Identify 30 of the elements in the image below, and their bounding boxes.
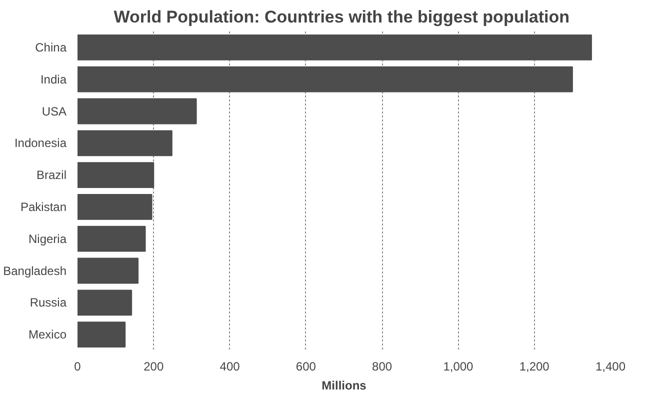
x-tick-label: 0 [74, 360, 82, 374]
bar [78, 98, 197, 124]
y-tick-label: India [40, 72, 67, 86]
y-tick-label: USA [42, 104, 67, 118]
bar [78, 34, 592, 60]
x-tick-label: 1,400 [595, 360, 626, 374]
y-tick-label: China [35, 40, 67, 54]
y-tick-label: Russia [30, 296, 67, 310]
x-tick-label: 1,000 [443, 360, 474, 374]
bar [78, 130, 172, 156]
y-tick-label: Brazil [36, 168, 67, 182]
y-tick-label: Mexico [28, 328, 67, 342]
x-tick-label: 200 [144, 360, 164, 374]
x-tick-label: 800 [372, 360, 392, 374]
x-tick-label: 400 [220, 360, 240, 374]
bar [78, 162, 154, 188]
bar [78, 66, 573, 92]
bar [78, 258, 139, 284]
x-tick-label: 1,200 [519, 360, 550, 374]
y-tick-label: Indonesia [14, 136, 67, 150]
bar [78, 290, 132, 316]
y-tick-label: Nigeria [28, 232, 67, 246]
y-tick-label: Bangladesh [3, 264, 67, 278]
bar [78, 194, 152, 220]
y-tick-label: Pakistan [20, 200, 67, 214]
bar [78, 322, 126, 348]
chart-title: World Population: Countries with the biggest population [114, 8, 570, 26]
x-axis-title: Millions [322, 378, 367, 392]
bar [78, 226, 146, 252]
x-tick-label: 600 [296, 360, 316, 374]
